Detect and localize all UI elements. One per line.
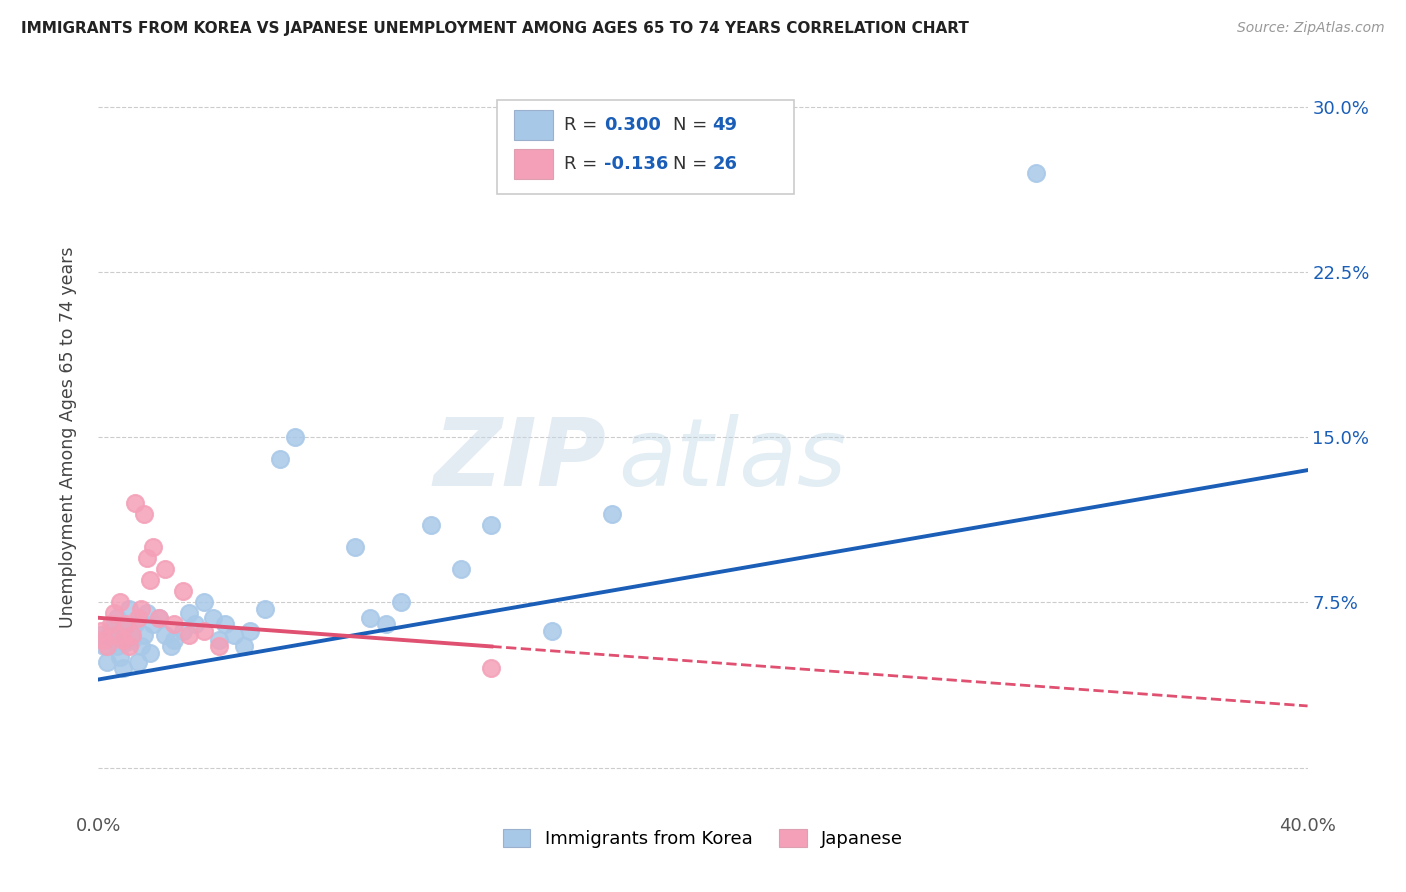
Text: Source: ZipAtlas.com: Source: ZipAtlas.com xyxy=(1237,21,1385,35)
Point xyxy=(163,632,186,647)
Text: R =: R = xyxy=(564,154,603,172)
Text: 26: 26 xyxy=(713,154,738,172)
Point xyxy=(135,607,157,621)
Point xyxy=(108,650,131,665)
Point xyxy=(208,640,231,654)
Point xyxy=(389,595,412,609)
Point xyxy=(239,624,262,638)
Point xyxy=(129,640,152,654)
Point xyxy=(153,562,176,576)
Point xyxy=(114,617,136,632)
Point xyxy=(135,551,157,566)
Point xyxy=(127,655,149,669)
Legend: Immigrants from Korea, Japanese: Immigrants from Korea, Japanese xyxy=(496,822,910,855)
Text: ZIP: ZIP xyxy=(433,414,606,506)
Point xyxy=(193,595,215,609)
Point xyxy=(111,632,134,647)
Text: N =: N = xyxy=(673,116,713,134)
Point xyxy=(132,628,155,642)
Point xyxy=(108,595,131,609)
Text: R =: R = xyxy=(564,116,603,134)
Point xyxy=(118,640,141,654)
Point xyxy=(103,607,125,621)
Point xyxy=(1024,166,1046,180)
Text: 49: 49 xyxy=(713,116,738,134)
Point xyxy=(103,617,125,632)
Point xyxy=(481,661,503,675)
Point xyxy=(148,611,170,625)
Point xyxy=(124,617,146,632)
Point xyxy=(114,635,136,649)
Point xyxy=(232,640,254,654)
Point xyxy=(602,507,624,521)
Point xyxy=(103,632,125,647)
Point xyxy=(214,617,236,632)
Point xyxy=(153,628,176,642)
Point xyxy=(360,611,382,625)
Point xyxy=(184,617,207,632)
Point xyxy=(121,632,143,647)
Point xyxy=(100,624,122,638)
Point xyxy=(139,574,162,588)
Text: -0.136: -0.136 xyxy=(603,154,668,172)
Point xyxy=(193,624,215,638)
Point xyxy=(90,628,112,642)
Point xyxy=(93,640,115,654)
Text: N =: N = xyxy=(673,154,713,172)
Point xyxy=(202,611,225,625)
Point xyxy=(132,507,155,521)
Point xyxy=(105,628,128,642)
Point xyxy=(96,640,118,654)
Text: IMMIGRANTS FROM KOREA VS JAPANESE UNEMPLOYMENT AMONG AGES 65 TO 74 YEARS CORRELA: IMMIGRANTS FROM KOREA VS JAPANESE UNEMPL… xyxy=(21,21,969,36)
Point xyxy=(90,624,112,638)
Point xyxy=(172,584,194,599)
Point xyxy=(208,632,231,647)
Text: 0.300: 0.300 xyxy=(603,116,661,134)
Point xyxy=(148,611,170,625)
Point xyxy=(163,617,186,632)
Point xyxy=(111,628,134,642)
Point xyxy=(93,632,115,647)
Point xyxy=(253,602,276,616)
Point xyxy=(179,607,201,621)
Point xyxy=(121,628,143,642)
FancyBboxPatch shape xyxy=(498,100,793,194)
Point xyxy=(118,602,141,616)
Point xyxy=(481,518,503,533)
Text: atlas: atlas xyxy=(619,414,846,505)
Point xyxy=(118,624,141,638)
Point xyxy=(139,646,162,660)
Point xyxy=(111,661,134,675)
FancyBboxPatch shape xyxy=(515,149,553,178)
Point xyxy=(100,617,122,632)
Point xyxy=(450,562,472,576)
Point xyxy=(420,518,443,533)
Point xyxy=(142,541,165,555)
Y-axis label: Unemployment Among Ages 65 to 74 years: Unemployment Among Ages 65 to 74 years xyxy=(59,246,77,628)
Point xyxy=(374,617,396,632)
Point xyxy=(179,628,201,642)
FancyBboxPatch shape xyxy=(515,110,553,140)
Point xyxy=(105,611,128,625)
Point xyxy=(142,617,165,632)
Point xyxy=(105,640,128,654)
Point xyxy=(172,624,194,638)
Point xyxy=(96,655,118,669)
Point xyxy=(160,640,183,654)
Point xyxy=(284,430,307,444)
Point xyxy=(129,602,152,616)
Point xyxy=(540,624,562,638)
Point xyxy=(269,452,291,467)
Point xyxy=(127,611,149,625)
Point xyxy=(224,628,246,642)
Point xyxy=(344,541,367,555)
Point xyxy=(124,496,146,510)
